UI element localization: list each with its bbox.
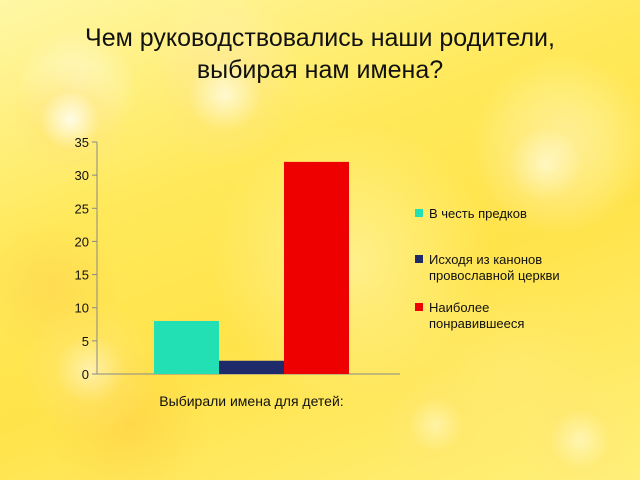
y-tick-label: 20 <box>75 234 89 249</box>
flower-decoration <box>380 370 490 480</box>
flower-decoration <box>520 380 640 480</box>
bar-1 <box>154 320 219 374</box>
bar-3 <box>284 161 349 374</box>
x-category-label: Выбирали имена для детей: <box>159 393 343 409</box>
y-tick-label: 35 <box>75 135 89 150</box>
legend-label-2: провославной церкви <box>429 268 560 283</box>
y-tick-label: 25 <box>75 201 89 216</box>
bar-2 <box>219 360 284 374</box>
flower-decoration <box>20 300 160 440</box>
flower-decoration <box>470 90 620 240</box>
legend-label-3: понравившееся <box>429 316 524 331</box>
y-axis: 0 5 10 15 20 25 30 35 <box>75 135 400 382</box>
flower-decoration <box>10 60 130 180</box>
legend: В честь предков Исходя из каноновпровосла… <box>415 206 560 331</box>
slide-title-line-1: Чем руководствовались наши родители, <box>85 24 555 52</box>
flower-decoration <box>150 20 300 170</box>
x-axis-categories: Выбирали имена для детей: <box>159 393 343 409</box>
slide-title: Чем руководствовались наши родители, выб… <box>0 22 640 86</box>
y-tick-label: 30 <box>75 168 89 183</box>
legend-swatch-2 <box>415 255 423 263</box>
bars <box>154 161 349 374</box>
y-tick-label: 0 <box>82 367 89 382</box>
legend-swatch-3 <box>415 303 423 311</box>
slide-title-line-2: выбирая нам имена? <box>196 56 444 84</box>
y-tick-label: 10 <box>75 301 89 316</box>
y-tick-label: 15 <box>75 268 89 283</box>
legend-label-3: Наиболее <box>429 300 489 315</box>
legend-label-1: В честь предков <box>429 206 527 221</box>
legend-swatch-1 <box>415 209 423 217</box>
y-tick-label: 5 <box>82 334 89 349</box>
legend-label-2: Исходя из канонов <box>429 252 542 267</box>
